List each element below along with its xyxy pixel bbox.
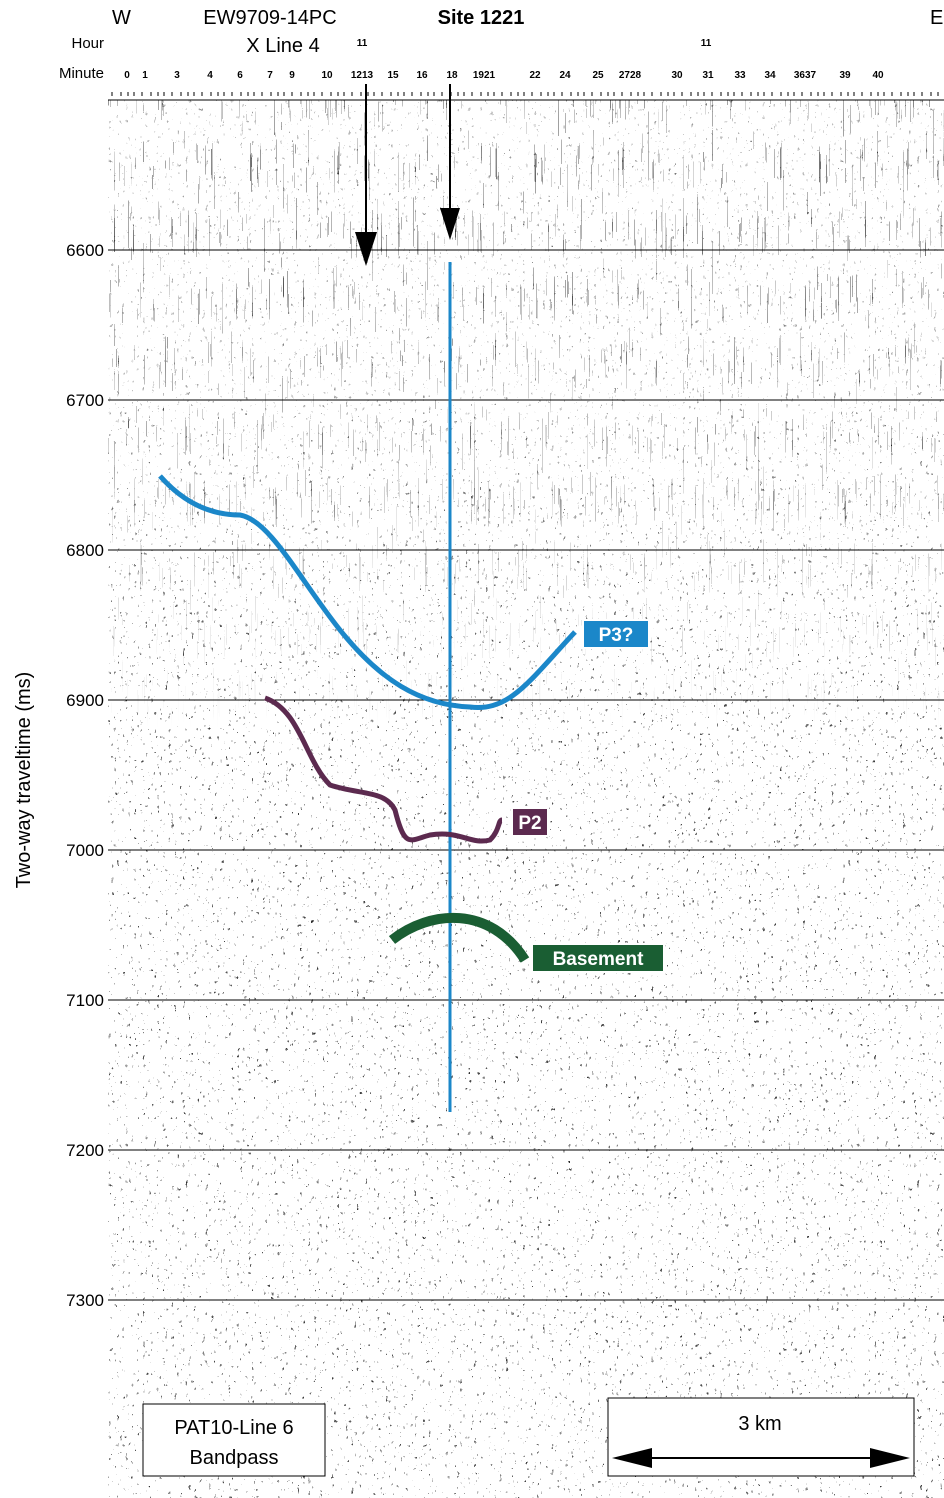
- y-tick-label: 6900: [66, 691, 104, 710]
- minute-value: 16: [416, 70, 428, 81]
- minute-value: 39: [839, 70, 851, 81]
- minute-value: 25: [592, 70, 604, 81]
- y-tick-label: 7200: [66, 1141, 104, 1160]
- minute-value: 0: [124, 70, 130, 81]
- minute-value: 30: [671, 70, 683, 81]
- minute-value: 31: [702, 70, 714, 81]
- y-tick-label: 6700: [66, 391, 104, 410]
- line-label: EW9709-14PC: [203, 7, 336, 29]
- horizon-label: P2: [518, 813, 541, 834]
- hour-label: Hour: [71, 35, 104, 52]
- info-line: PAT10-Line 6: [174, 1417, 293, 1439]
- minute-value: 15: [387, 70, 399, 81]
- minute-value: 4: [207, 70, 213, 81]
- seismic-stripes: [108, 100, 944, 1498]
- minute-value: 18: [446, 70, 458, 81]
- page: {"header":{"left":"W","right":"E","line_…: [0, 0, 944, 1498]
- hour-value: 11: [701, 38, 712, 49]
- minute-value: 7: [267, 70, 273, 81]
- y-axis-title: Two-way traveltime (ms): [13, 672, 35, 889]
- minute-value: 6: [237, 70, 243, 81]
- minute-value: 24: [559, 70, 571, 81]
- minute-value: 3: [174, 70, 180, 81]
- minute-value: 2728: [619, 70, 642, 81]
- minute-value: 10: [321, 70, 333, 81]
- hour-value: 11: [357, 38, 368, 49]
- minute-value: 22: [529, 70, 541, 81]
- minute-label: Minute: [59, 65, 104, 82]
- minute-value: 40: [872, 70, 884, 81]
- y-tick-label: 6600: [66, 241, 104, 260]
- site-label: Site 1221: [438, 7, 525, 29]
- minute-value: 1: [142, 70, 148, 81]
- line-label-2: X Line 4: [246, 35, 319, 57]
- west-label: W: [112, 7, 131, 29]
- horizon-label: P3?: [599, 625, 634, 646]
- y-tick-label: 7300: [66, 1291, 104, 1310]
- info-line: Bandpass: [190, 1447, 279, 1469]
- scale-label: 3 km: [738, 1413, 781, 1435]
- minute-value: 33: [734, 70, 746, 81]
- seismic-figure: 66006700680069007000710072007300 W E EW9…: [0, 0, 944, 1498]
- minute-value: 34: [764, 70, 776, 81]
- minute-value: 9: [289, 70, 295, 81]
- east-label: E: [930, 7, 943, 29]
- y-tick-label: 7000: [66, 841, 104, 860]
- minute-value: 1213: [351, 70, 374, 81]
- y-tick-label: 7100: [66, 991, 104, 1010]
- y-tick-label: 6800: [66, 541, 104, 560]
- horizon-label: Basement: [553, 949, 644, 970]
- minute-value: 1921: [473, 70, 496, 81]
- minute-value: 3637: [794, 70, 817, 81]
- scale-box: [608, 1398, 914, 1476]
